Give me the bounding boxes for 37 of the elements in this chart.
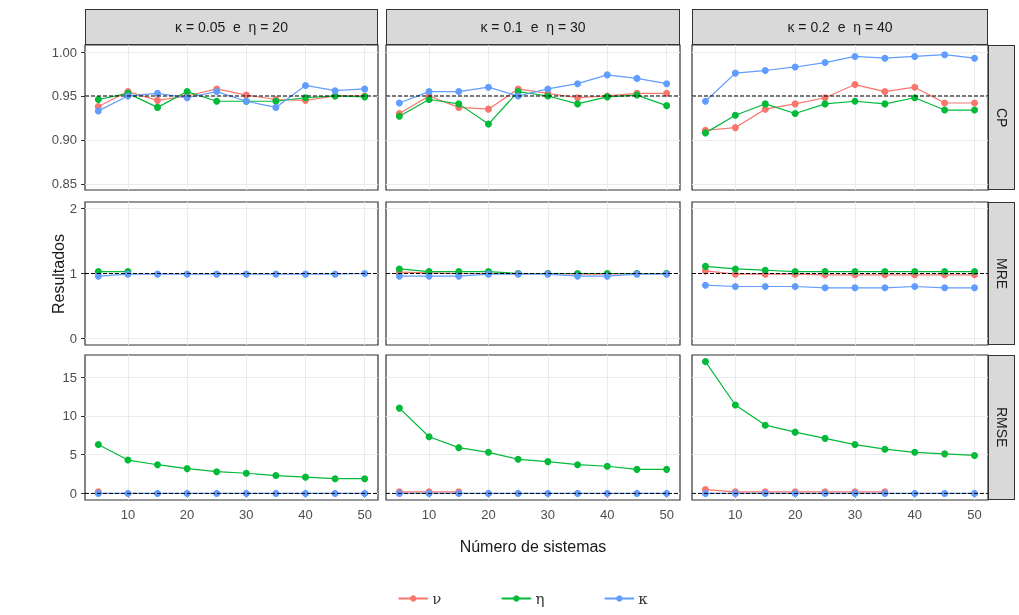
x-axis-title: Número de sistemas [458, 538, 608, 556]
y-tick-label: 1.00 [51, 44, 77, 60]
x-tick-label: 40 [907, 507, 922, 522]
y-tick-label: 1 [69, 266, 77, 281]
y-tick-label: 5 [69, 447, 77, 463]
text: MRE [988, 202, 1015, 345]
x-tick-label: 20 [481, 507, 496, 522]
x-tick-label: 40 [600, 507, 615, 522]
text: CP [988, 45, 1015, 190]
y-tick-label: 0.85 [51, 176, 77, 192]
text: RMSE [988, 355, 1015, 500]
x-tick-label: 30 [847, 507, 863, 522]
x-tick-label: 50 [357, 507, 372, 522]
x-tick-label: 50 [967, 507, 982, 522]
chart-title: κ = 0.05 e η = 20 [85, 9, 378, 45]
x-tick-label: 30 [540, 507, 556, 522]
x-tick-label: 30 [239, 507, 254, 522]
legend-label: κ [638, 589, 649, 608]
y-tick-label: 0 [69, 331, 77, 346]
y-tick-label: 10 [62, 408, 77, 424]
y-tick-label: 0.90 [51, 132, 77, 148]
x-tick-label: 10 [120, 507, 136, 522]
y-tick-label: 15 [62, 369, 77, 385]
y-tick-label: 2 [69, 201, 77, 216]
x-tick-label: 10 [728, 507, 743, 522]
x-tick-label: 40 [298, 507, 313, 522]
x-tick-label: 20 [787, 507, 803, 522]
y-axis-title: Resultados [50, 232, 68, 316]
y-tick-label: 0 [69, 485, 77, 501]
x-tick-label: 10 [421, 507, 437, 522]
y-tick-label: 0.95 [51, 88, 77, 104]
x-tick-label: 50 [659, 507, 674, 522]
legend-label: η [535, 589, 545, 608]
legend-label: ν [432, 589, 442, 608]
chart-title: κ = 0.1 e η = 30 [386, 9, 680, 45]
x-tick-label: 20 [179, 507, 195, 522]
chart-title: κ = 0.2 e η = 40 [692, 9, 988, 45]
